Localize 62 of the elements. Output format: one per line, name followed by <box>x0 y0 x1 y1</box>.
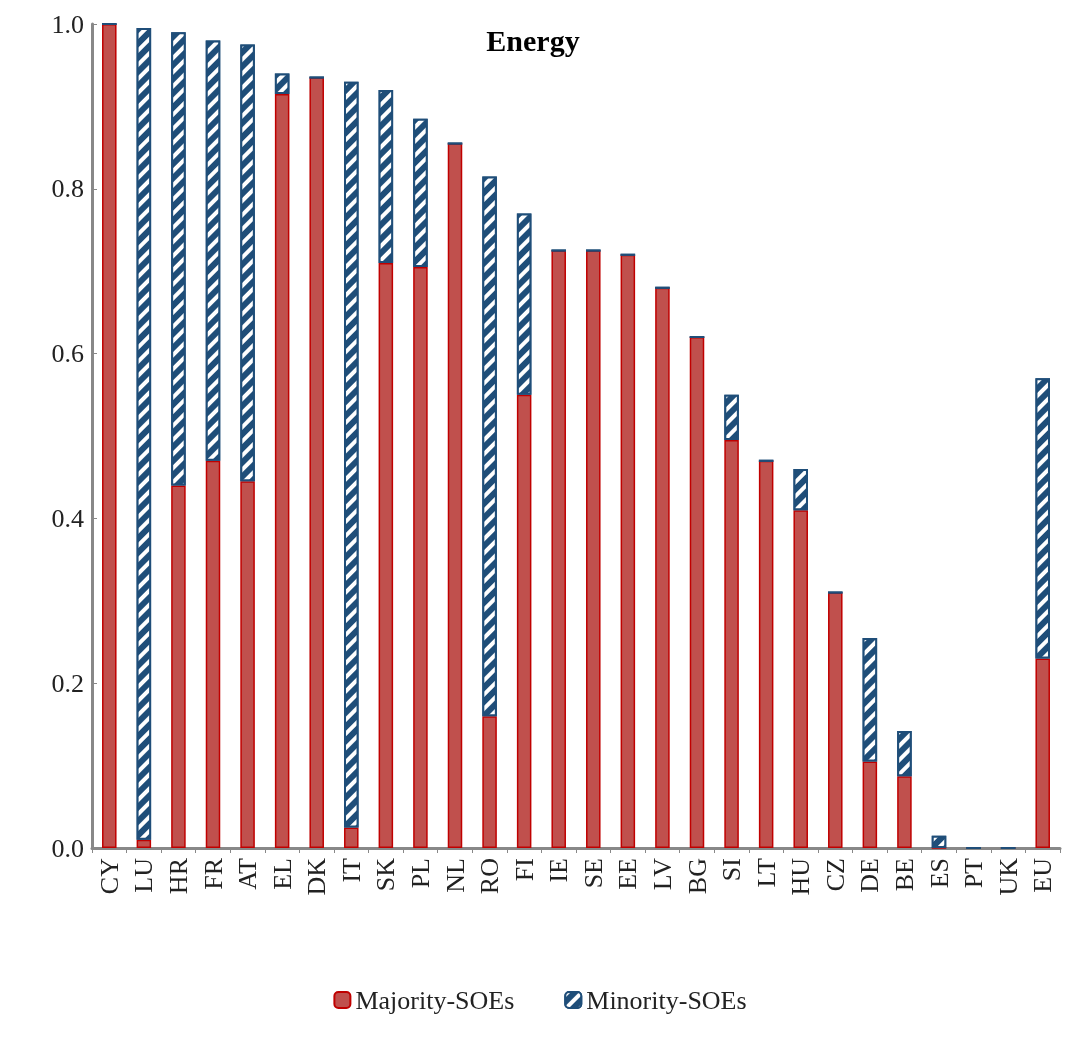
x-tick-label: SI <box>717 858 747 882</box>
bar <box>378 262 394 848</box>
x-tick-label: LT <box>751 857 781 888</box>
x-tick-label: EU <box>1028 857 1058 893</box>
chart-title: Energy <box>486 23 580 57</box>
bar <box>758 460 774 848</box>
x-tick-label: DK <box>302 857 332 896</box>
bar <box>828 592 843 848</box>
x-tick-label: SE <box>578 858 608 889</box>
bar <box>413 267 428 848</box>
y-tick-label: 1.0 <box>51 9 84 39</box>
bar <box>447 143 463 848</box>
bar <box>655 287 670 848</box>
x-tick-label: BG <box>682 858 712 895</box>
y-tick-label: 0.8 <box>51 174 84 204</box>
x-tick-label: IE <box>544 858 574 883</box>
bar <box>240 481 255 848</box>
legend-label: Minority-SOEs <box>586 985 747 1015</box>
bar <box>793 510 808 848</box>
x-tick-label: FR <box>198 857 228 890</box>
x-tick-label: PT <box>959 857 989 889</box>
y-tick-label: 0.2 <box>51 668 84 698</box>
x-tick-label: HR <box>163 857 193 895</box>
bar <box>724 440 739 848</box>
bar <box>482 716 497 848</box>
y-tick-label: 0.4 <box>51 503 84 533</box>
bar <box>586 250 601 848</box>
bar <box>689 337 705 848</box>
bar <box>551 250 566 848</box>
x-tick-label: DE <box>855 858 885 893</box>
x-tick-label: EE <box>613 858 643 890</box>
bar <box>171 485 186 848</box>
y-tick-label: 0.6 <box>51 339 84 369</box>
x-tick-label: LU <box>129 857 159 893</box>
x-tick-label: UK <box>993 857 1023 896</box>
x-tick-label: ES <box>924 858 954 889</box>
bar <box>344 827 359 848</box>
x-tick-label: SK <box>371 857 401 892</box>
x-tick-label: NL <box>440 858 470 893</box>
bar <box>620 254 636 848</box>
x-tick-label: EL <box>267 858 297 890</box>
x-tick-label: CY <box>94 857 124 895</box>
x-tick-label: BE <box>889 858 919 892</box>
bar <box>897 776 912 848</box>
bar <box>136 839 152 848</box>
x-tick-label: HU <box>786 857 816 896</box>
bar <box>309 77 324 848</box>
x-tick-label: IT <box>336 857 366 883</box>
bar <box>102 24 117 848</box>
bar <box>516 394 532 848</box>
bar <box>205 460 221 848</box>
x-tick-label: FI <box>509 858 539 882</box>
x-tick-label: LV <box>647 857 677 891</box>
y-tick-label: 0.0 <box>51 833 84 863</box>
x-tick-label: CZ <box>820 858 850 892</box>
bar <box>274 94 290 848</box>
bar <box>1035 658 1050 848</box>
legend-label: Majority-SOEs <box>355 985 515 1015</box>
x-tick-label: PL <box>405 858 435 889</box>
x-tick-label: RO <box>475 858 505 895</box>
x-tick-label: AT <box>233 857 263 890</box>
bar <box>862 761 878 848</box>
